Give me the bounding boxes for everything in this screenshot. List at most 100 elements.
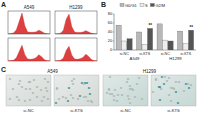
bar	[147, 28, 152, 50]
micrograph	[54, 75, 99, 106]
cell	[72, 83, 75, 85]
panel-letter: B	[101, 1, 106, 8]
cell	[71, 80, 74, 82]
legend-swatch	[120, 4, 124, 7]
bar	[127, 39, 132, 50]
bars-group	[116, 24, 194, 50]
cell	[83, 96, 86, 98]
image-label: si-NC	[23, 108, 33, 113]
cell	[109, 76, 112, 78]
cell	[188, 87, 191, 89]
cell	[58, 98, 61, 100]
cell	[113, 95, 116, 97]
cell	[175, 91, 178, 93]
cell	[158, 86, 161, 88]
cell	[36, 86, 39, 88]
cell	[113, 99, 116, 101]
cell	[127, 95, 130, 97]
y-tick-label: 80	[108, 12, 112, 16]
panel-letter: C	[1, 66, 6, 73]
cell	[29, 81, 32, 83]
y-tick-label: 20	[108, 39, 112, 43]
cell	[29, 88, 32, 90]
cell	[43, 96, 46, 98]
cell	[89, 93, 92, 95]
micrograph	[103, 75, 148, 106]
cell	[155, 79, 158, 81]
cell	[32, 92, 35, 94]
y-tick-label: 0	[110, 48, 112, 52]
cell	[70, 94, 73, 96]
cell	[168, 94, 171, 96]
cell	[134, 96, 137, 98]
legend-swatch	[140, 4, 144, 7]
column-title: H1299	[69, 5, 83, 10]
image-label: si-KTS	[167, 108, 180, 113]
legend-label: G0/G1	[125, 3, 138, 8]
cell	[164, 76, 167, 78]
cell	[9, 78, 12, 80]
cell	[120, 87, 123, 89]
cell	[129, 102, 132, 104]
cell	[87, 100, 90, 102]
cell	[159, 99, 162, 101]
cell	[83, 83, 86, 85]
group-label: A549	[130, 56, 140, 61]
cell	[73, 78, 76, 80]
bar	[157, 24, 162, 50]
cell	[55, 102, 58, 104]
legend-label: G2/M	[155, 3, 165, 8]
cell	[175, 81, 178, 83]
column-title: A549	[24, 5, 35, 10]
bar	[142, 45, 147, 50]
cell	[86, 82, 89, 84]
cell	[190, 84, 193, 86]
plot-frame	[55, 11, 97, 34]
histogram-area	[8, 13, 50, 34]
cell	[18, 99, 21, 101]
cell	[67, 100, 70, 102]
histogram-area	[55, 14, 97, 34]
plot-frame	[55, 38, 97, 61]
cell	[9, 98, 12, 100]
cell	[177, 102, 180, 104]
cell	[152, 91, 155, 93]
cell	[160, 88, 163, 90]
cell	[12, 88, 15, 90]
cell	[126, 81, 129, 83]
cell	[108, 89, 111, 91]
bar	[163, 40, 168, 50]
legend-label: S	[145, 3, 148, 8]
histogram-group	[8, 13, 50, 34]
bar	[188, 30, 193, 50]
significance-mark: **	[148, 23, 152, 28]
cell	[44, 78, 47, 80]
cell	[91, 101, 94, 103]
cell	[170, 87, 173, 89]
cell	[68, 87, 71, 89]
cell	[47, 98, 50, 100]
cell	[173, 88, 176, 90]
cell	[161, 76, 164, 78]
bar	[137, 32, 142, 50]
cell	[40, 89, 43, 91]
histogram-group	[8, 45, 50, 61]
cell	[163, 83, 166, 85]
cell	[138, 77, 141, 79]
bar	[178, 31, 183, 50]
x-tick-label: si-KTS	[180, 52, 191, 56]
cell	[166, 80, 169, 82]
bar	[122, 41, 127, 50]
image-label: si-NC	[120, 108, 130, 113]
cell	[106, 92, 109, 94]
histogram-area	[55, 46, 97, 61]
cell	[132, 89, 135, 91]
cell	[121, 94, 124, 96]
cell	[108, 88, 111, 90]
y-tick-label: 40	[108, 30, 112, 34]
y-axis	[114, 14, 115, 50]
panel-letter: A	[1, 1, 6, 8]
x-tick-label: si-NC	[120, 52, 129, 56]
histogram-area	[8, 45, 50, 61]
significance-mark: **	[189, 25, 193, 30]
